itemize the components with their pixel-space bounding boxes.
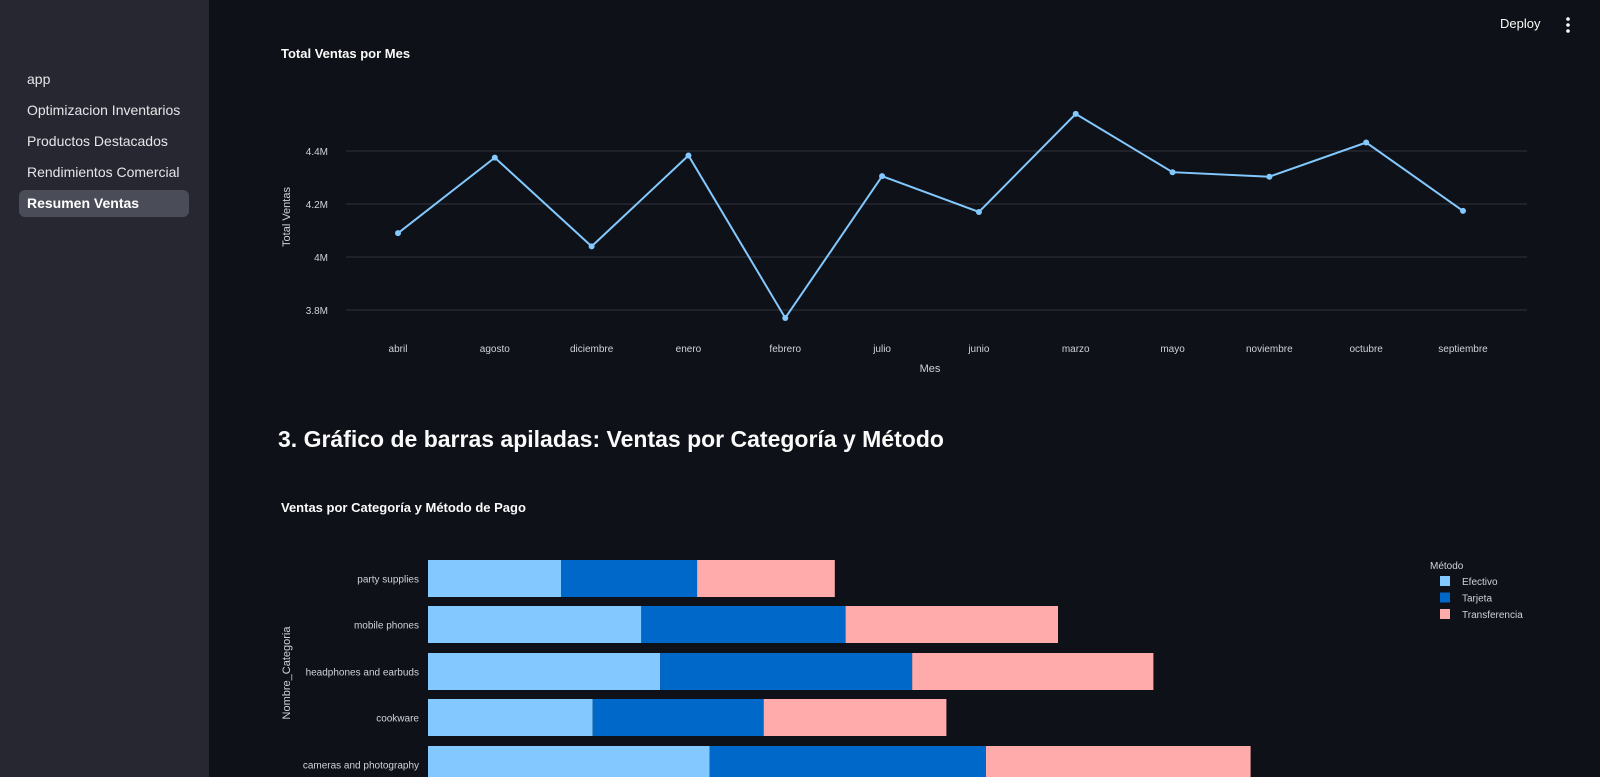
bar-segment-efectivo [428, 746, 710, 777]
data-point [1169, 169, 1176, 176]
legend-swatch [1440, 576, 1450, 586]
y-tick-label: mobile phones [354, 621, 419, 632]
data-point [1363, 139, 1370, 146]
bar-segment-efectivo [428, 606, 642, 643]
line-chart: 3.8M 4M 4.2M 4.4M abril agosto diciembre enero f… [281, 110, 1527, 375]
data-point [685, 152, 692, 159]
deploy-button[interactable]: Deploy [1500, 16, 1541, 31]
bar-segment-efectivo [428, 560, 562, 597]
data-point [395, 230, 401, 237]
y-tick-label: 3.8M [306, 306, 328, 317]
sidebar: app Optimizacion Inventarios Productos Des… [0, 0, 209, 777]
data-point [491, 154, 498, 161]
x-tick-label: junio [967, 344, 990, 355]
x-tick-label: julio [872, 344, 891, 355]
legend-swatch [1440, 592, 1450, 603]
data-point [879, 173, 886, 180]
x-tick-label: mayo [1160, 344, 1185, 355]
more-vertical-icon[interactable] [1559, 14, 1577, 36]
legend-swatch [1440, 609, 1450, 619]
x-tick-label: septiembre [1438, 344, 1488, 355]
y-tick-label: cameras and photography [303, 761, 419, 772]
bar-segment-transferencia [912, 653, 1154, 690]
x-tick-label: abril [389, 344, 408, 355]
bar-segment-transferencia [986, 746, 1251, 777]
bar-segment-transferencia [697, 560, 835, 597]
x-tick-label: marzo [1062, 344, 1090, 355]
y-tick-label: headphones and earbuds [306, 668, 419, 679]
y-tick-label: 4.4M [306, 147, 328, 158]
bar-segment-efectivo [428, 699, 593, 736]
y-axis-label: Total Ventas [281, 187, 293, 247]
legend-label: Tarjeta [1462, 594, 1492, 605]
x-tick-label: noviembre [1246, 344, 1293, 355]
sidebar-item-resumen-ventas[interactable]: Resumen Ventas [19, 190, 189, 217]
data-point [588, 243, 595, 250]
sidebar-item-app[interactable]: app [27, 71, 51, 87]
x-axis-label: Mes [920, 363, 941, 375]
legend-label: Transferencia [1462, 610, 1523, 621]
data-point [1266, 173, 1273, 180]
data-point [1460, 207, 1466, 214]
sidebar-item-optimizacion-inventarios[interactable]: Optimizacion Inventarios [27, 102, 181, 118]
x-tick-label: octubre [1350, 344, 1384, 355]
bar-segment-transferencia [845, 606, 1058, 643]
data-point [782, 314, 789, 321]
y-tick-label: cookware [376, 714, 419, 725]
sidebar-item-rendimientos-comercial[interactable]: Rendimientos Comercial [27, 164, 180, 180]
sidebar-nav: app Optimizacion Inventarios Productos Des… [19, 66, 189, 221]
bar-chart-title: Ventas por Categoría y Método de Pago [281, 500, 526, 515]
series-line [397, 112, 1464, 320]
y-tick-label: 4M [314, 253, 328, 264]
line-chart-title: Total Ventas por Mes [281, 46, 411, 61]
bar-segment-tarjeta [709, 746, 986, 777]
bar-segment-tarjeta [592, 699, 764, 736]
bar-segment-tarjeta [641, 606, 846, 643]
section-heading: 3. Gráfico de barras apiladas: Ventas po… [278, 426, 944, 452]
sidebar-item-productos-destacados[interactable]: Productos Destacados [27, 133, 168, 149]
x-tick-label: diciembre [570, 344, 614, 355]
legend-title: Método [1430, 561, 1464, 572]
x-tick-label: enero [676, 344, 702, 355]
y-tick-label: 4.2M [306, 200, 328, 211]
bar-segment-transferencia [763, 699, 947, 736]
data-point [1072, 110, 1079, 117]
bar-segment-efectivo [428, 653, 661, 690]
y-axis-label: Nombre_Categoria [281, 626, 293, 720]
bar-segment-tarjeta [660, 653, 913, 690]
data-point [975, 208, 982, 215]
x-tick-label: agosto [480, 344, 510, 355]
stacked-bar-chart: party supplies mobile phones headphones an… [281, 560, 1523, 777]
x-tick-label: febrero [769, 344, 801, 355]
legend-label: Efectivo [1462, 577, 1498, 588]
bar-segment-tarjeta [561, 560, 698, 597]
y-tick-label: party supplies [357, 575, 419, 586]
